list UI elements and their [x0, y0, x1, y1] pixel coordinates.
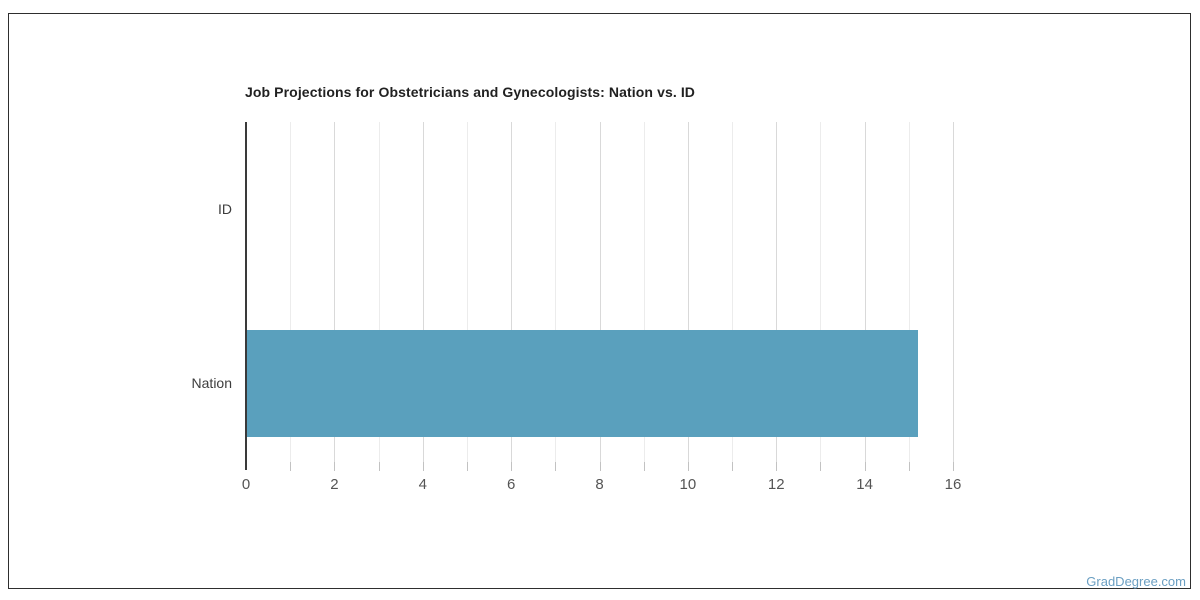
gridline — [864, 122, 866, 470]
x-tick-label: 4 — [418, 476, 427, 493]
axis-tick — [643, 462, 645, 471]
gridline — [334, 122, 336, 470]
gridline — [599, 122, 601, 470]
x-tick-label: 12 — [767, 476, 785, 493]
axis-tick — [776, 462, 778, 471]
gridline — [422, 122, 424, 470]
gridline — [687, 122, 689, 470]
axis-tick — [953, 462, 954, 471]
gridline — [820, 122, 822, 470]
axis-tick — [820, 462, 822, 471]
gridline — [290, 122, 292, 470]
axis-tick — [334, 462, 336, 471]
gridline — [953, 122, 954, 470]
axis-tick — [378, 462, 380, 471]
x-tick-label: 6 — [506, 476, 516, 493]
category-label: Nation — [191, 375, 232, 391]
y-axis-line — [245, 122, 247, 470]
axis-tick — [422, 462, 424, 471]
y-axis-category-labels: ID Nation — [0, 122, 232, 470]
x-tick-label: 0 — [241, 476, 251, 493]
gridline — [378, 122, 380, 470]
axis-tick — [599, 462, 601, 471]
plot-area — [246, 122, 954, 471]
axis-tick — [511, 462, 513, 471]
gridline — [908, 122, 910, 470]
gridline — [643, 122, 645, 470]
axis-tick — [290, 462, 292, 471]
axis-tick — [466, 462, 468, 471]
gridline — [776, 122, 778, 470]
x-tick-label: 10 — [679, 476, 697, 493]
bar-nation[interactable] — [246, 329, 918, 437]
x-axis-tick-labels: 0 2 4 6 8 10 12 14 16 — [242, 476, 962, 498]
x-tick-label: 14 — [856, 476, 873, 493]
category-label: ID — [218, 201, 232, 217]
gridline — [732, 122, 734, 470]
axis-tick — [908, 462, 910, 471]
axis-tick — [864, 462, 866, 471]
x-tick-label: 2 — [330, 476, 339, 493]
x-tick-label: 16 — [944, 476, 962, 493]
watermark-link[interactable]: GradDegree.com — [1086, 574, 1186, 589]
axis-tick — [732, 462, 734, 471]
gridline — [511, 122, 513, 470]
x-tick-label: 8 — [595, 476, 604, 493]
chart-title: Job Projections for Obstetricians and Gy… — [245, 84, 696, 100]
axis-tick — [687, 462, 689, 471]
gridline — [555, 122, 557, 470]
gridline — [466, 122, 468, 470]
axis-tick — [555, 462, 557, 471]
